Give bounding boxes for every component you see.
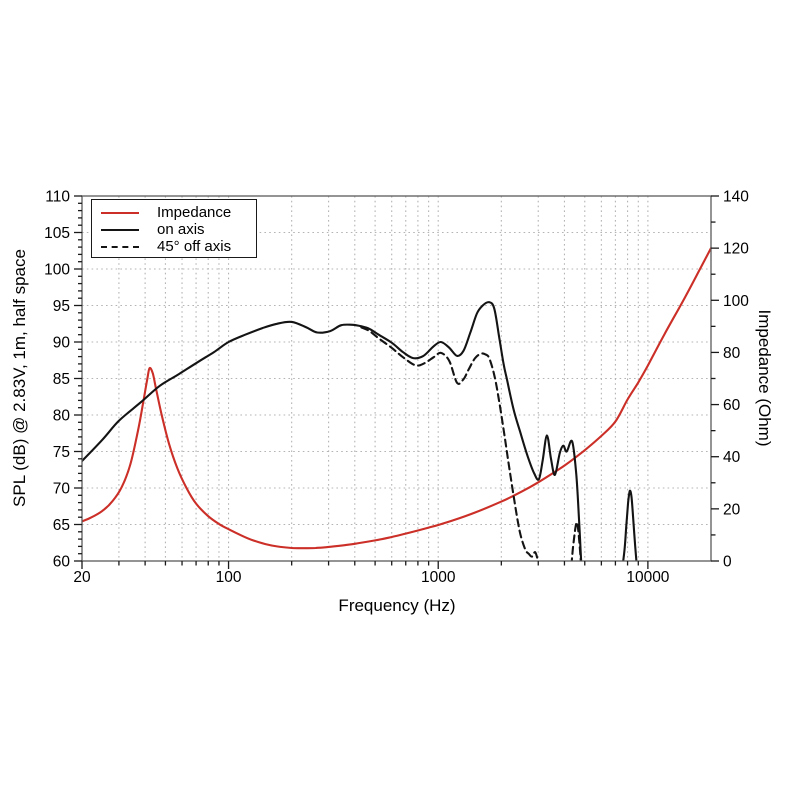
impedance-line-sample — [101, 212, 139, 214]
tick-label: 85 — [53, 371, 70, 388]
tick-label: 20 — [73, 569, 91, 586]
on-axis-curve — [82, 301, 638, 561]
tick-label: 0 — [723, 554, 732, 571]
right-axis-title: Impedance (Ohm) — [755, 309, 774, 447]
legend-item-impedance: Impedance — [101, 205, 256, 221]
tick-label: 100 — [216, 569, 242, 586]
tick-label: 60 — [53, 554, 71, 571]
tick-label: 40 — [723, 449, 741, 466]
tick-label: 60 — [723, 397, 741, 414]
tick-label: 80 — [723, 345, 741, 362]
x-axis-title: Frequency (Hz) — [338, 596, 456, 615]
legend-item-off-axis: 45° off axis — [101, 239, 256, 255]
legend: Impedance on axis 45° off axis — [91, 199, 257, 258]
tick-label: 1000 — [421, 569, 456, 586]
tick-label: 120 — [723, 241, 749, 258]
tick-label: 100 — [44, 262, 70, 279]
left-axis-title: SPL (dB) @ 2.83V, 1m, half space — [10, 249, 29, 507]
tick-label: 75 — [53, 444, 70, 461]
gridlines — [82, 196, 711, 561]
axis-ticks — [74, 195, 719, 569]
curves — [82, 247, 711, 561]
tick-label: 105 — [44, 225, 70, 242]
tick-label: 65 — [53, 517, 70, 534]
legend-item-on-axis: on axis — [101, 222, 256, 238]
off-axis-curve — [360, 326, 582, 561]
tick-label: 10000 — [626, 569, 669, 586]
tick-label: 140 — [723, 189, 749, 206]
tick-labels: 60 65 70 75 80 85 90 95 100 105 110 0 20 40 60 80 100 120… — [44, 189, 749, 587]
tick-label: 90 — [53, 335, 71, 352]
tick-label: 110 — [45, 189, 70, 206]
legend-label-on-axis: on axis — [157, 221, 205, 238]
tick-label: 100 — [723, 293, 749, 310]
tick-label: 70 — [53, 481, 71, 498]
off-axis-line-sample — [101, 246, 139, 248]
on-axis-line-sample — [101, 229, 139, 231]
legend-label-impedance: Impedance — [157, 204, 232, 221]
impedance-curve — [82, 247, 711, 550]
legend-label-off-axis: 45° off axis — [157, 238, 232, 255]
tick-label: 95 — [53, 298, 70, 315]
tick-label: 80 — [53, 408, 71, 425]
tick-label: 20 — [723, 501, 741, 518]
